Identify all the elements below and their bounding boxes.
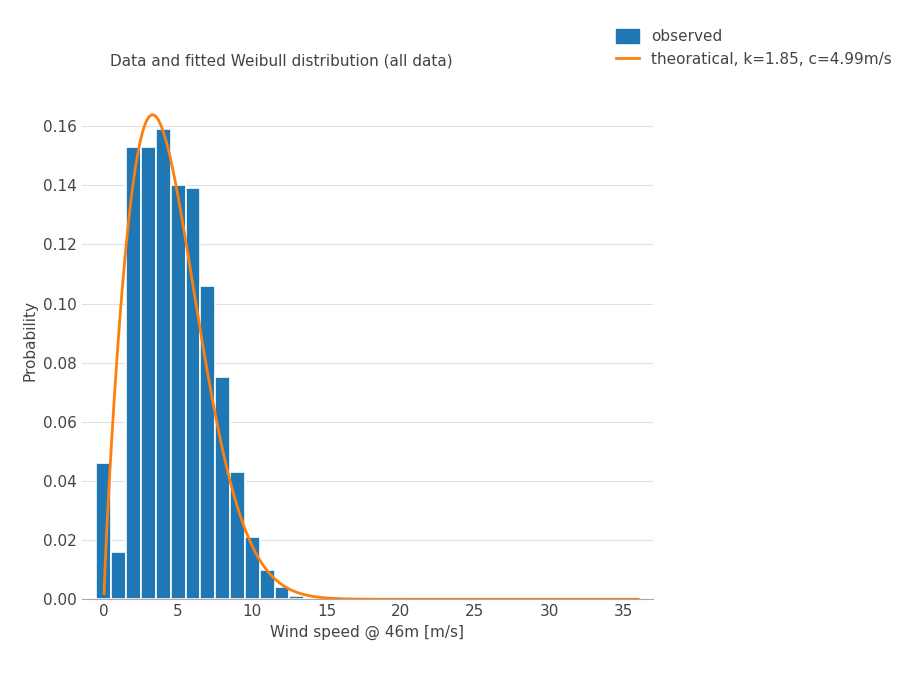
Bar <box>186 188 200 599</box>
Bar <box>215 377 230 599</box>
Bar <box>200 286 215 599</box>
Bar <box>141 147 156 599</box>
Bar <box>171 185 186 599</box>
Legend: observed, theoratical, k=1.85, c=4.99m/s: observed, theoratical, k=1.85, c=4.99m/s <box>609 21 900 74</box>
Bar <box>112 552 126 599</box>
X-axis label: Wind speed @ 46m [m/s]: Wind speed @ 46m [m/s] <box>270 624 464 640</box>
Bar <box>275 588 289 599</box>
Bar <box>96 463 112 599</box>
Bar <box>230 472 245 599</box>
Bar <box>156 129 171 599</box>
Bar <box>245 537 259 599</box>
Bar <box>259 570 275 599</box>
Y-axis label: Probability: Probability <box>23 300 37 381</box>
Bar <box>126 147 141 599</box>
Title: Data and fitted Weibull distribution (all data): Data and fitted Weibull distribution (al… <box>111 53 453 68</box>
Bar <box>289 597 304 599</box>
